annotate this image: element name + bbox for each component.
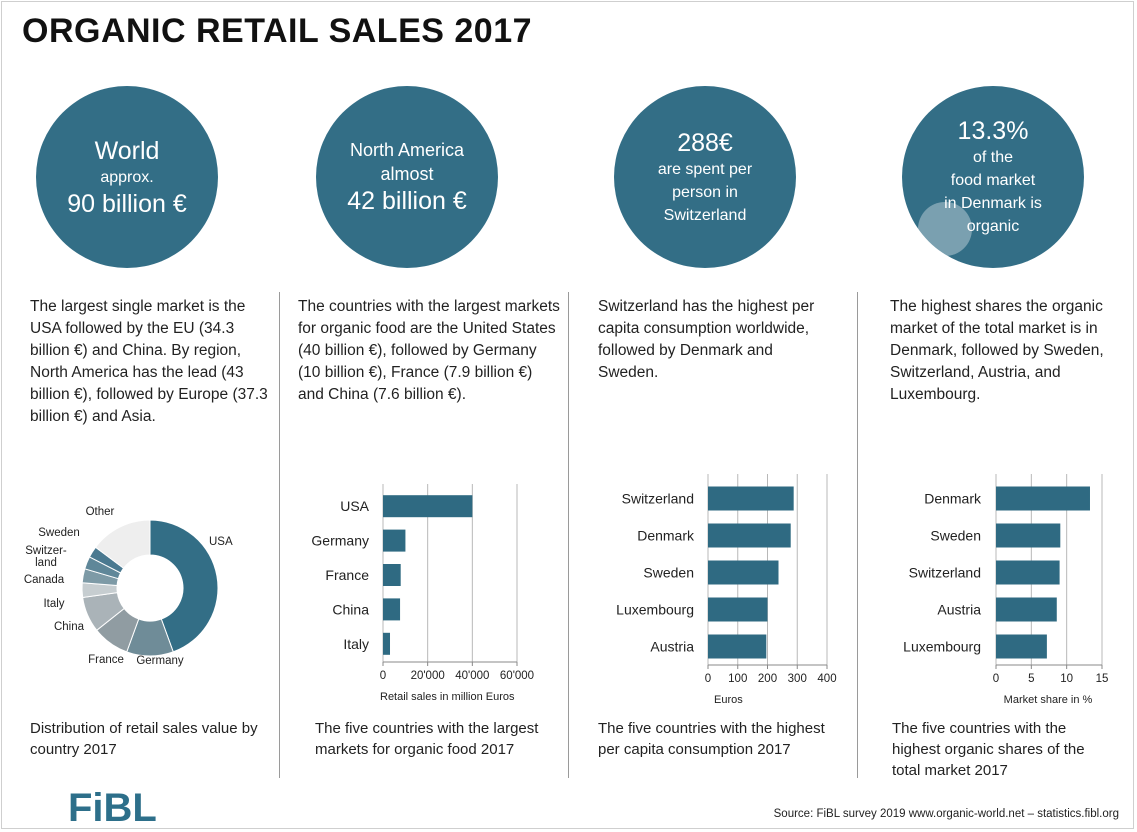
x-axis-label: Euros bbox=[714, 694, 743, 706]
x-tick-label: 0 bbox=[380, 670, 386, 682]
column-divider bbox=[279, 292, 280, 778]
category-label: Switzerland bbox=[622, 491, 694, 507]
x-axis-label: Market share in % bbox=[1004, 694, 1093, 706]
x-tick-label: 100 bbox=[728, 673, 747, 685]
circle-line: almost bbox=[380, 164, 434, 184]
bar bbox=[383, 495, 473, 518]
category-label: Luxembourg bbox=[616, 602, 694, 618]
category-label: Sweden bbox=[643, 565, 694, 581]
fibl-logo: FiBL bbox=[68, 786, 157, 830]
category-label: China bbox=[332, 601, 369, 617]
countries-paragraph: The countries with the largest markets f… bbox=[298, 298, 560, 403]
x-tick-label: 15 bbox=[1096, 673, 1109, 685]
x-tick-label: 20'000 bbox=[411, 670, 445, 682]
bar bbox=[996, 634, 1047, 659]
bar bbox=[708, 634, 767, 659]
source-note: Source: FiBL survey 2019 www.organic-wor… bbox=[773, 808, 1119, 820]
bar bbox=[996, 486, 1090, 511]
bar bbox=[708, 486, 794, 511]
per-capita-paragraph: Switzerland has the highest per capita c… bbox=[598, 298, 815, 381]
donut-label: France bbox=[88, 654, 124, 666]
circle-line: 288€ bbox=[677, 128, 733, 157]
circle-line: 13.3% bbox=[957, 117, 1029, 145]
category-label: Austria bbox=[937, 602, 981, 618]
per-capita-bar-chart: Switzerland Denmark Sweden Luxembourg Austri… bbox=[616, 474, 837, 706]
decorative-highlight bbox=[918, 202, 972, 256]
donut-label: China bbox=[54, 621, 85, 633]
per-capita-caption: The five countries with the highest per … bbox=[598, 720, 825, 758]
donut-label: Switzer-land bbox=[25, 545, 67, 569]
world-paragraph: The largest single market is the USA fol… bbox=[30, 298, 268, 425]
circle-line: Switzerland bbox=[663, 206, 747, 224]
circle-line: North America bbox=[349, 140, 465, 160]
world-circle: World approx. 90 billion € bbox=[36, 86, 218, 268]
x-tick-label: 40'000 bbox=[455, 670, 489, 682]
circle-line: organic bbox=[966, 218, 1020, 235]
category-label: France bbox=[325, 567, 369, 583]
x-tick-label: 0 bbox=[993, 673, 999, 685]
north-america-circle: North America almost 42 billion € bbox=[316, 86, 498, 268]
circle-line: World bbox=[94, 136, 160, 165]
column-divider bbox=[568, 292, 569, 778]
switzerland-circle: 288€ are spent per person in Switzerland bbox=[614, 86, 796, 268]
donut-label: Other bbox=[86, 506, 115, 518]
x-tick-label: 5 bbox=[1028, 673, 1034, 685]
bar bbox=[383, 598, 401, 621]
category-label: Denmark bbox=[637, 528, 695, 544]
circle-line: approx. bbox=[100, 168, 154, 186]
circle-line: food market bbox=[950, 172, 1036, 189]
market-share-bar-chart: Denmark Sweden Switzerland Austria Luxembour… bbox=[903, 474, 1109, 706]
market-size-caption: The five countries with the largest mark… bbox=[315, 720, 539, 758]
circle-line: 90 billion € bbox=[67, 189, 187, 218]
market-share-caption: The five countries with the highest orga… bbox=[892, 720, 1085, 779]
x-tick-label: 400 bbox=[817, 673, 836, 685]
bar bbox=[996, 560, 1060, 585]
x-axis-label: Retail sales in million Euros bbox=[380, 691, 515, 703]
category-label: Germany bbox=[311, 533, 369, 549]
bar bbox=[708, 560, 779, 585]
shares-paragraph: The highest shares the organic market of… bbox=[890, 298, 1104, 403]
bar bbox=[708, 523, 791, 548]
category-label: Switzerland bbox=[909, 565, 981, 581]
category-label: Sweden bbox=[930, 528, 981, 544]
circle-line: of the bbox=[972, 149, 1014, 166]
circle-line: are spent per bbox=[657, 160, 753, 178]
category-label: USA bbox=[340, 498, 369, 514]
x-tick-label: 0 bbox=[705, 673, 711, 685]
bar bbox=[708, 597, 768, 622]
donut-caption: Distribution of retail sales value by co… bbox=[30, 720, 258, 758]
page-title: ORGANIC RETAIL SALES 2017 bbox=[22, 12, 533, 50]
x-tick-label: 300 bbox=[788, 673, 807, 685]
bar bbox=[383, 632, 391, 655]
denmark-circle: 13.3% of the food market in Denmark is o… bbox=[902, 86, 1084, 268]
donut-label: Italy bbox=[43, 598, 64, 610]
donut-chart: USA Germany France China Italy Canada Switzer-… bbox=[24, 506, 233, 667]
bar bbox=[996, 597, 1057, 622]
circle-line: in Denmark is bbox=[944, 195, 1042, 212]
category-label: Austria bbox=[650, 639, 694, 655]
donut-label: Canada bbox=[24, 574, 65, 586]
circle-line: person in bbox=[672, 183, 738, 201]
category-label: Italy bbox=[343, 636, 369, 652]
donut-label: Germany bbox=[136, 655, 184, 667]
donut-slice bbox=[149, 519, 219, 653]
market-size-bar-chart: USA Germany France China Italy 0 20'000 40'000 6… bbox=[311, 484, 534, 703]
bar bbox=[383, 529, 406, 552]
x-tick-label: 10 bbox=[1060, 673, 1073, 685]
category-label: Denmark bbox=[924, 491, 982, 507]
donut-label: Sweden bbox=[38, 527, 80, 539]
x-tick-label: 200 bbox=[758, 673, 777, 685]
x-tick-label: 60'000 bbox=[500, 670, 534, 682]
donut-slice bbox=[94, 519, 151, 569]
bar bbox=[996, 523, 1061, 548]
column-divider bbox=[857, 292, 858, 778]
donut-label: USA bbox=[209, 536, 233, 548]
category-label: Luxembourg bbox=[903, 639, 981, 655]
circle-line: 42 billion € bbox=[347, 187, 467, 215]
bar bbox=[383, 564, 401, 586]
